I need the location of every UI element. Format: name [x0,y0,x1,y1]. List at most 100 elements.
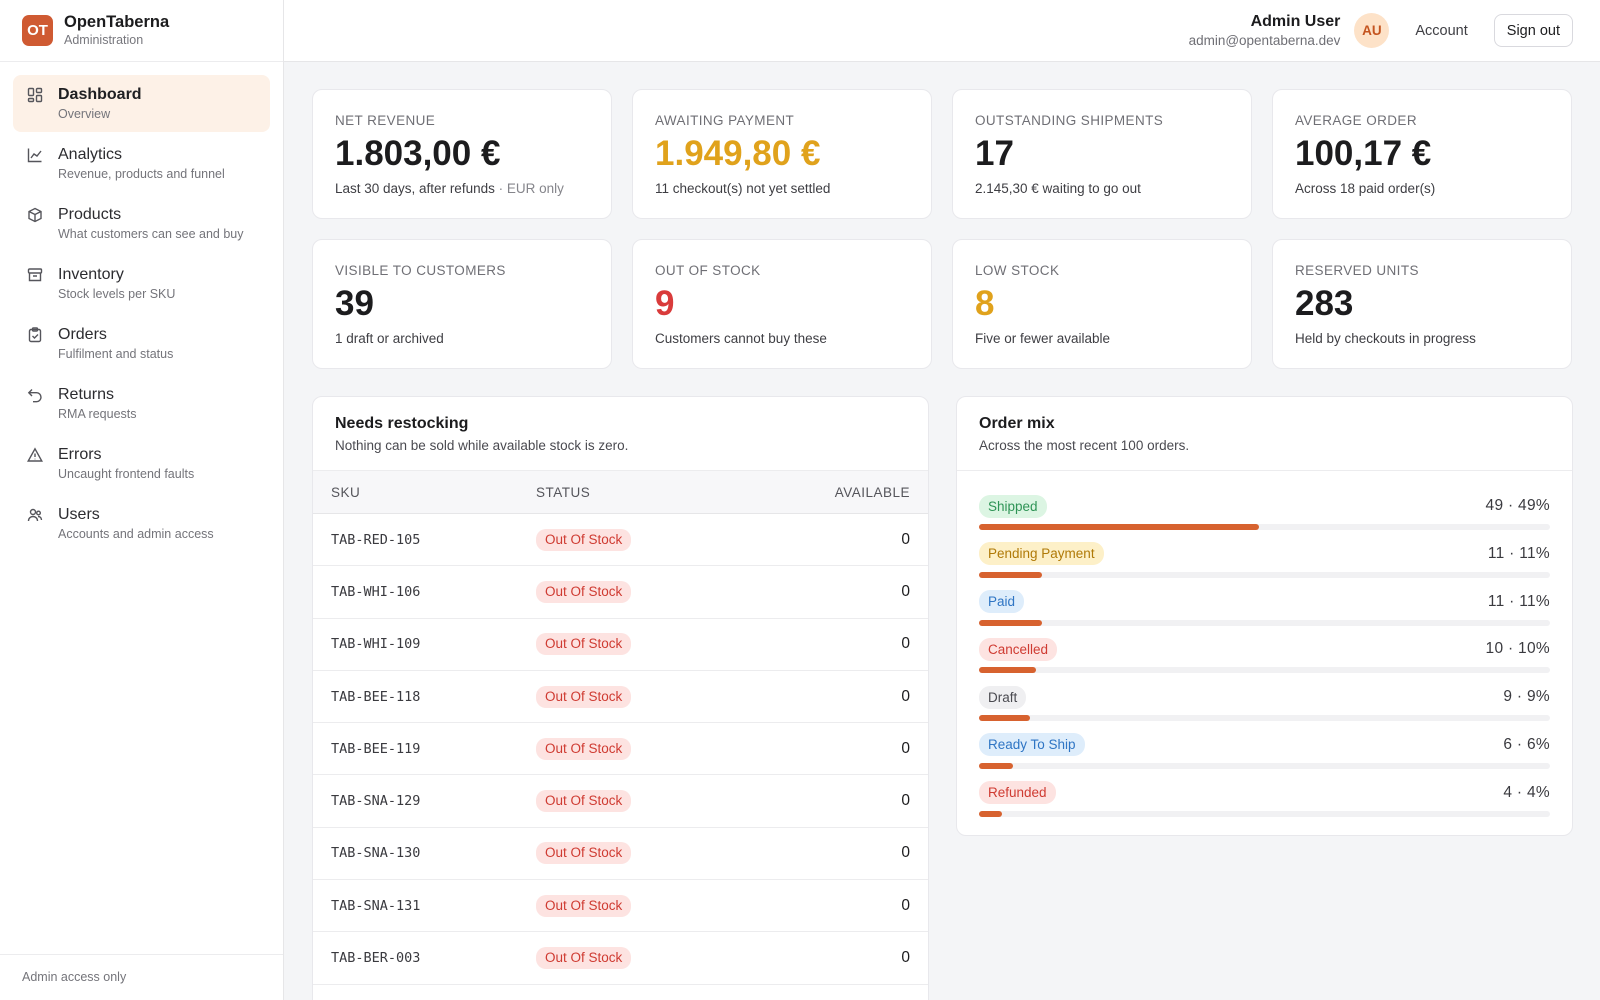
order-mix-item-ready-to-ship: Ready To Ship 6 · 6% [979,732,1550,780]
sidebar-item-description: Fulfilment and status [58,347,174,361]
sidebar-footer: Admin access only [0,954,283,1000]
sidebar-item-label: Orders [58,326,107,343]
account-link[interactable]: Account [1415,22,1468,39]
restock-title: Needs restocking [335,415,469,432]
stat-subtext-muted: · EUR only [494,181,564,196]
order-mix-bar-track [979,571,1550,578]
sidebar-item-text: Products What customers can see and buy [58,205,244,243]
table-row[interactable]: TAB-BER-003 Out Of Stock 0 [313,932,928,985]
restock-description: Nothing can be sold while available stoc… [335,438,629,453]
status-cell: Out Of Stock [536,790,736,813]
table-row[interactable]: TAB-BEE-119 Out Of Stock 0 [313,723,928,776]
sku-cell: TAB-SNA-129 [331,793,421,810]
order-mix-count: 10 · 10% [1485,640,1550,658]
order-mix-title: Order mix [979,415,1055,432]
sidebar-item-analytics[interactable]: Analytics Revenue, products and funnel [13,135,270,192]
order-mix-item-draft: Draft 9 · 9% [979,684,1550,732]
restock-header: Needs restocking Nothing can be sold whi… [313,397,928,471]
sidebar-item-dashboard[interactable]: Dashboard Overview [13,75,270,132]
stat-subtext-main: 2.145,30 € waiting to go out [975,181,1141,196]
column-header-available[interactable]: AVAILABLE [834,484,910,500]
status-badge: Out Of Stock [536,633,632,656]
sidebar-item-returns[interactable]: Returns RMA requests [13,375,270,432]
stat-subtext-main: Held by checkouts in progress [1295,331,1476,346]
status-badge: Draft [979,685,1027,709]
sidebar-item-errors[interactable]: Errors Uncaught frontend faults [13,435,270,492]
table-row[interactable]: TAB-SNA-130 Out Of Stock 0 [313,828,928,881]
stat-label: Net revenue [335,113,436,128]
sidebar-item-text: Inventory Stock levels per SKU [58,265,175,303]
stat-value: 100,17 € [1295,134,1432,173]
sidebar-item-text: Orders Fulfilment and status [58,325,173,363]
order-mix-row: Cancelled 10 · 10% [979,636,1550,662]
order-mix-item-shipped: Shipped 49 · 49% [979,493,1550,541]
dashboard-icon [27,87,43,103]
sign-out-button[interactable]: Sign out [1493,14,1573,47]
brand-name: OpenTaberna [64,12,170,31]
table-row[interactable]: TAB-SNA-131 Out Of Stock 0 [313,880,928,933]
stat-card-reserved-units: Reserved units 283 Held by checkouts in pr… [1272,239,1572,369]
status-cell: Out Of Stock [536,842,736,865]
table-row[interactable]: TAB-WHI-106 Out Of Stock 0 [313,566,928,619]
order-mix-list: Shipped 49 · 49% Pending Payment 11 · 11% Pa… [957,471,1572,828]
sku-cell: TAB-BER-003 [331,950,421,967]
stat-subtext: 11 checkout(s) not yet settled [655,180,909,198]
restock-panel: Needs restocking Nothing can be sold whi… [312,396,929,1000]
stat-card-outstanding-shipments: Outstanding shipments 17 2.145,30 € waitin… [952,89,1252,219]
table-row[interactable]: TAB-RED-105 Out Of Stock 0 [313,514,928,567]
sidebar-item-products[interactable]: Products What customers can see and buy [13,195,270,252]
sidebar-item-inventory[interactable]: Inventory Stock levels per SKU [13,255,270,312]
order-mix-bar-fill [979,619,1042,626]
stat-subtext-main: 1 draft or archived [335,331,444,346]
table-row[interactable]: TAB-WHI-109 Out Of Stock 0 [313,619,928,671]
sku-cell: TAB-SNA-131 [331,897,421,914]
stat-subtext: Last 30 days, after refunds · EUR only [335,180,589,198]
stat-label: Average order [1295,113,1417,128]
order-mix-count: 11 · 11% [1487,544,1550,562]
table-row[interactable]: TAB-SNA-129 Out Of Stock 0 [313,775,928,828]
stat-card-net-revenue: Net revenue 1.803,00 € Last 30 days, after… [312,89,612,219]
brand[interactable]: OT OpenTaberna Administration [0,0,283,62]
status-cell: Out Of Stock [536,633,736,656]
order-mix-header: Order mix Across the most recent 100 ord… [957,397,1572,471]
sku-cell: TAB-WHI-109 [331,636,421,653]
sidebar-item-text: Dashboard Overview [58,85,142,123]
stat-value: 1.949,80 € [655,134,821,173]
sidebar-item-description: Stock levels per SKU [58,287,176,301]
stat-subtext: Across 18 paid order(s) [1295,180,1549,198]
status-badge: Shipped [979,494,1047,518]
stat-value: 39 [335,284,374,323]
restock-table-header: SKU STATUS AVAILABLE [313,471,928,514]
stat-subtext: 1 draft or archived [335,330,589,348]
status-badge: Out Of Stock [536,947,632,970]
sidebar-item-text: Returns RMA requests [58,385,137,423]
sku-cell: TAB-BEE-119 [331,740,421,757]
avatar[interactable]: AU [1354,13,1390,48]
topbar: Admin User admin@opentaberna.dev AU Acco… [284,0,1600,62]
sidebar: OT OpenTaberna Administration Dashboard O… [0,0,284,1000]
stat-subtext-main: Five or fewer available [975,331,1111,346]
order-mix-bar-fill [979,571,1042,578]
available-cell: 0 [901,792,910,810]
stat-label: Outstanding shipments [975,113,1164,128]
box-icon [27,207,43,223]
status-badge: Out Of Stock [536,842,632,865]
order-mix-count: 6 · 6% [1503,735,1550,753]
column-header-sku[interactable]: SKU [331,484,361,500]
table-row[interactable]: TAB-BEE-118 Out Of Stock 0 [313,671,928,724]
sidebar-item-description: Overview [58,107,111,121]
stat-value: 8 [975,284,995,323]
restock-table-body: TAB-RED-105 Out Of Stock 0 TAB-WHI-106 Out O… [313,514,928,985]
status-cell: Out Of Stock [536,580,736,603]
sidebar-item-label: Users [58,506,100,523]
stat-subtext-main: Customers cannot buy these [655,331,827,346]
stat-card-low-stock: Low stock 8 Five or fewer available [952,239,1252,369]
status-cell: Out Of Stock [536,947,736,970]
order-mix-bar-fill [979,810,1002,817]
sidebar-item-orders[interactable]: Orders Fulfilment and status [13,315,270,372]
sidebar-item-users[interactable]: Users Accounts and admin access [13,495,270,552]
stat-label: Out of stock [655,263,761,278]
status-badge: Out Of Stock [536,580,632,603]
order-mix-bar-fill [979,667,1037,674]
column-header-status[interactable]: STATUS [536,484,591,500]
